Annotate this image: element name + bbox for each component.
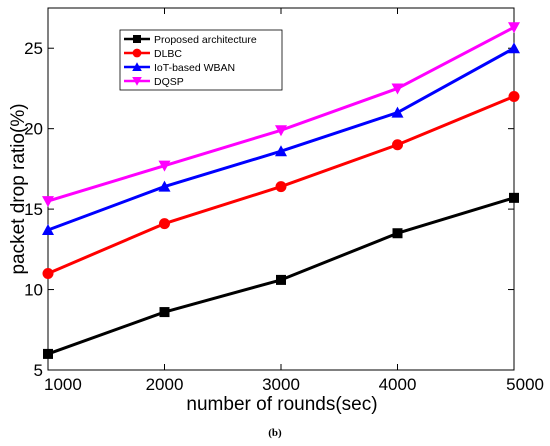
data-point <box>158 180 171 192</box>
y-tick-label: 5 <box>34 361 43 380</box>
data-point <box>509 192 519 203</box>
legend-label: DLBC <box>154 48 182 60</box>
series-1 <box>42 90 520 279</box>
y-axis-title: packet drop ratio(%) <box>8 103 29 274</box>
legend-marker <box>132 77 142 86</box>
data-point <box>275 145 287 157</box>
series-0 <box>43 192 519 359</box>
legend-marker <box>132 62 142 71</box>
legend-label: Proposed architecture <box>154 34 257 46</box>
data-point <box>508 22 520 34</box>
legend-marker <box>133 35 141 43</box>
legend-item: DQSP <box>124 76 184 88</box>
legend-label: DQSP <box>154 76 184 88</box>
data-point <box>275 125 287 137</box>
data-point <box>508 42 520 54</box>
x-tick-label: 1000 <box>44 375 82 394</box>
legend-label: IoT-based WBAN <box>154 62 235 74</box>
data-point <box>42 267 54 279</box>
x-axis-title: number of rounds(sec) <box>186 394 377 415</box>
y-tick-label: 25 <box>24 39 43 58</box>
data-point <box>508 90 520 102</box>
x-tick-label: 3000 <box>262 375 300 394</box>
series-layer <box>42 22 520 359</box>
y-tick-label: 15 <box>24 200 43 219</box>
data-point <box>391 83 404 95</box>
x-tick-label: 5000 <box>506 375 544 394</box>
series-2 <box>42 42 520 236</box>
data-point <box>159 218 170 230</box>
y-tick-label: 10 <box>24 281 43 300</box>
figure-caption: (b) <box>268 427 282 439</box>
data-point <box>276 274 286 285</box>
x-axis: 1000 2000 3000 4000 5000 <box>44 8 544 394</box>
y-tick-label: 20 <box>24 120 43 139</box>
data-point <box>392 228 403 239</box>
data-point <box>158 160 171 172</box>
y-axis: 5 10 15 20 25 <box>24 39 514 380</box>
legend-marker <box>132 48 142 58</box>
data-point <box>43 348 53 359</box>
data-point <box>42 224 54 236</box>
legend-item: IoT-based WBAN <box>124 62 235 74</box>
data-point <box>275 181 287 193</box>
data-point <box>42 196 54 208</box>
legend-item: Proposed architecture <box>124 34 257 46</box>
series-3 <box>42 22 520 208</box>
data-point <box>392 139 403 151</box>
x-tick-label: 2000 <box>146 375 184 394</box>
data-point <box>159 307 170 318</box>
legend-item: DLBC <box>124 48 182 60</box>
x-tick-label: 4000 <box>379 375 417 394</box>
legend: Proposed architecture DLBC IoT-based WBAN D… <box>119 29 283 91</box>
data-point <box>391 106 404 118</box>
